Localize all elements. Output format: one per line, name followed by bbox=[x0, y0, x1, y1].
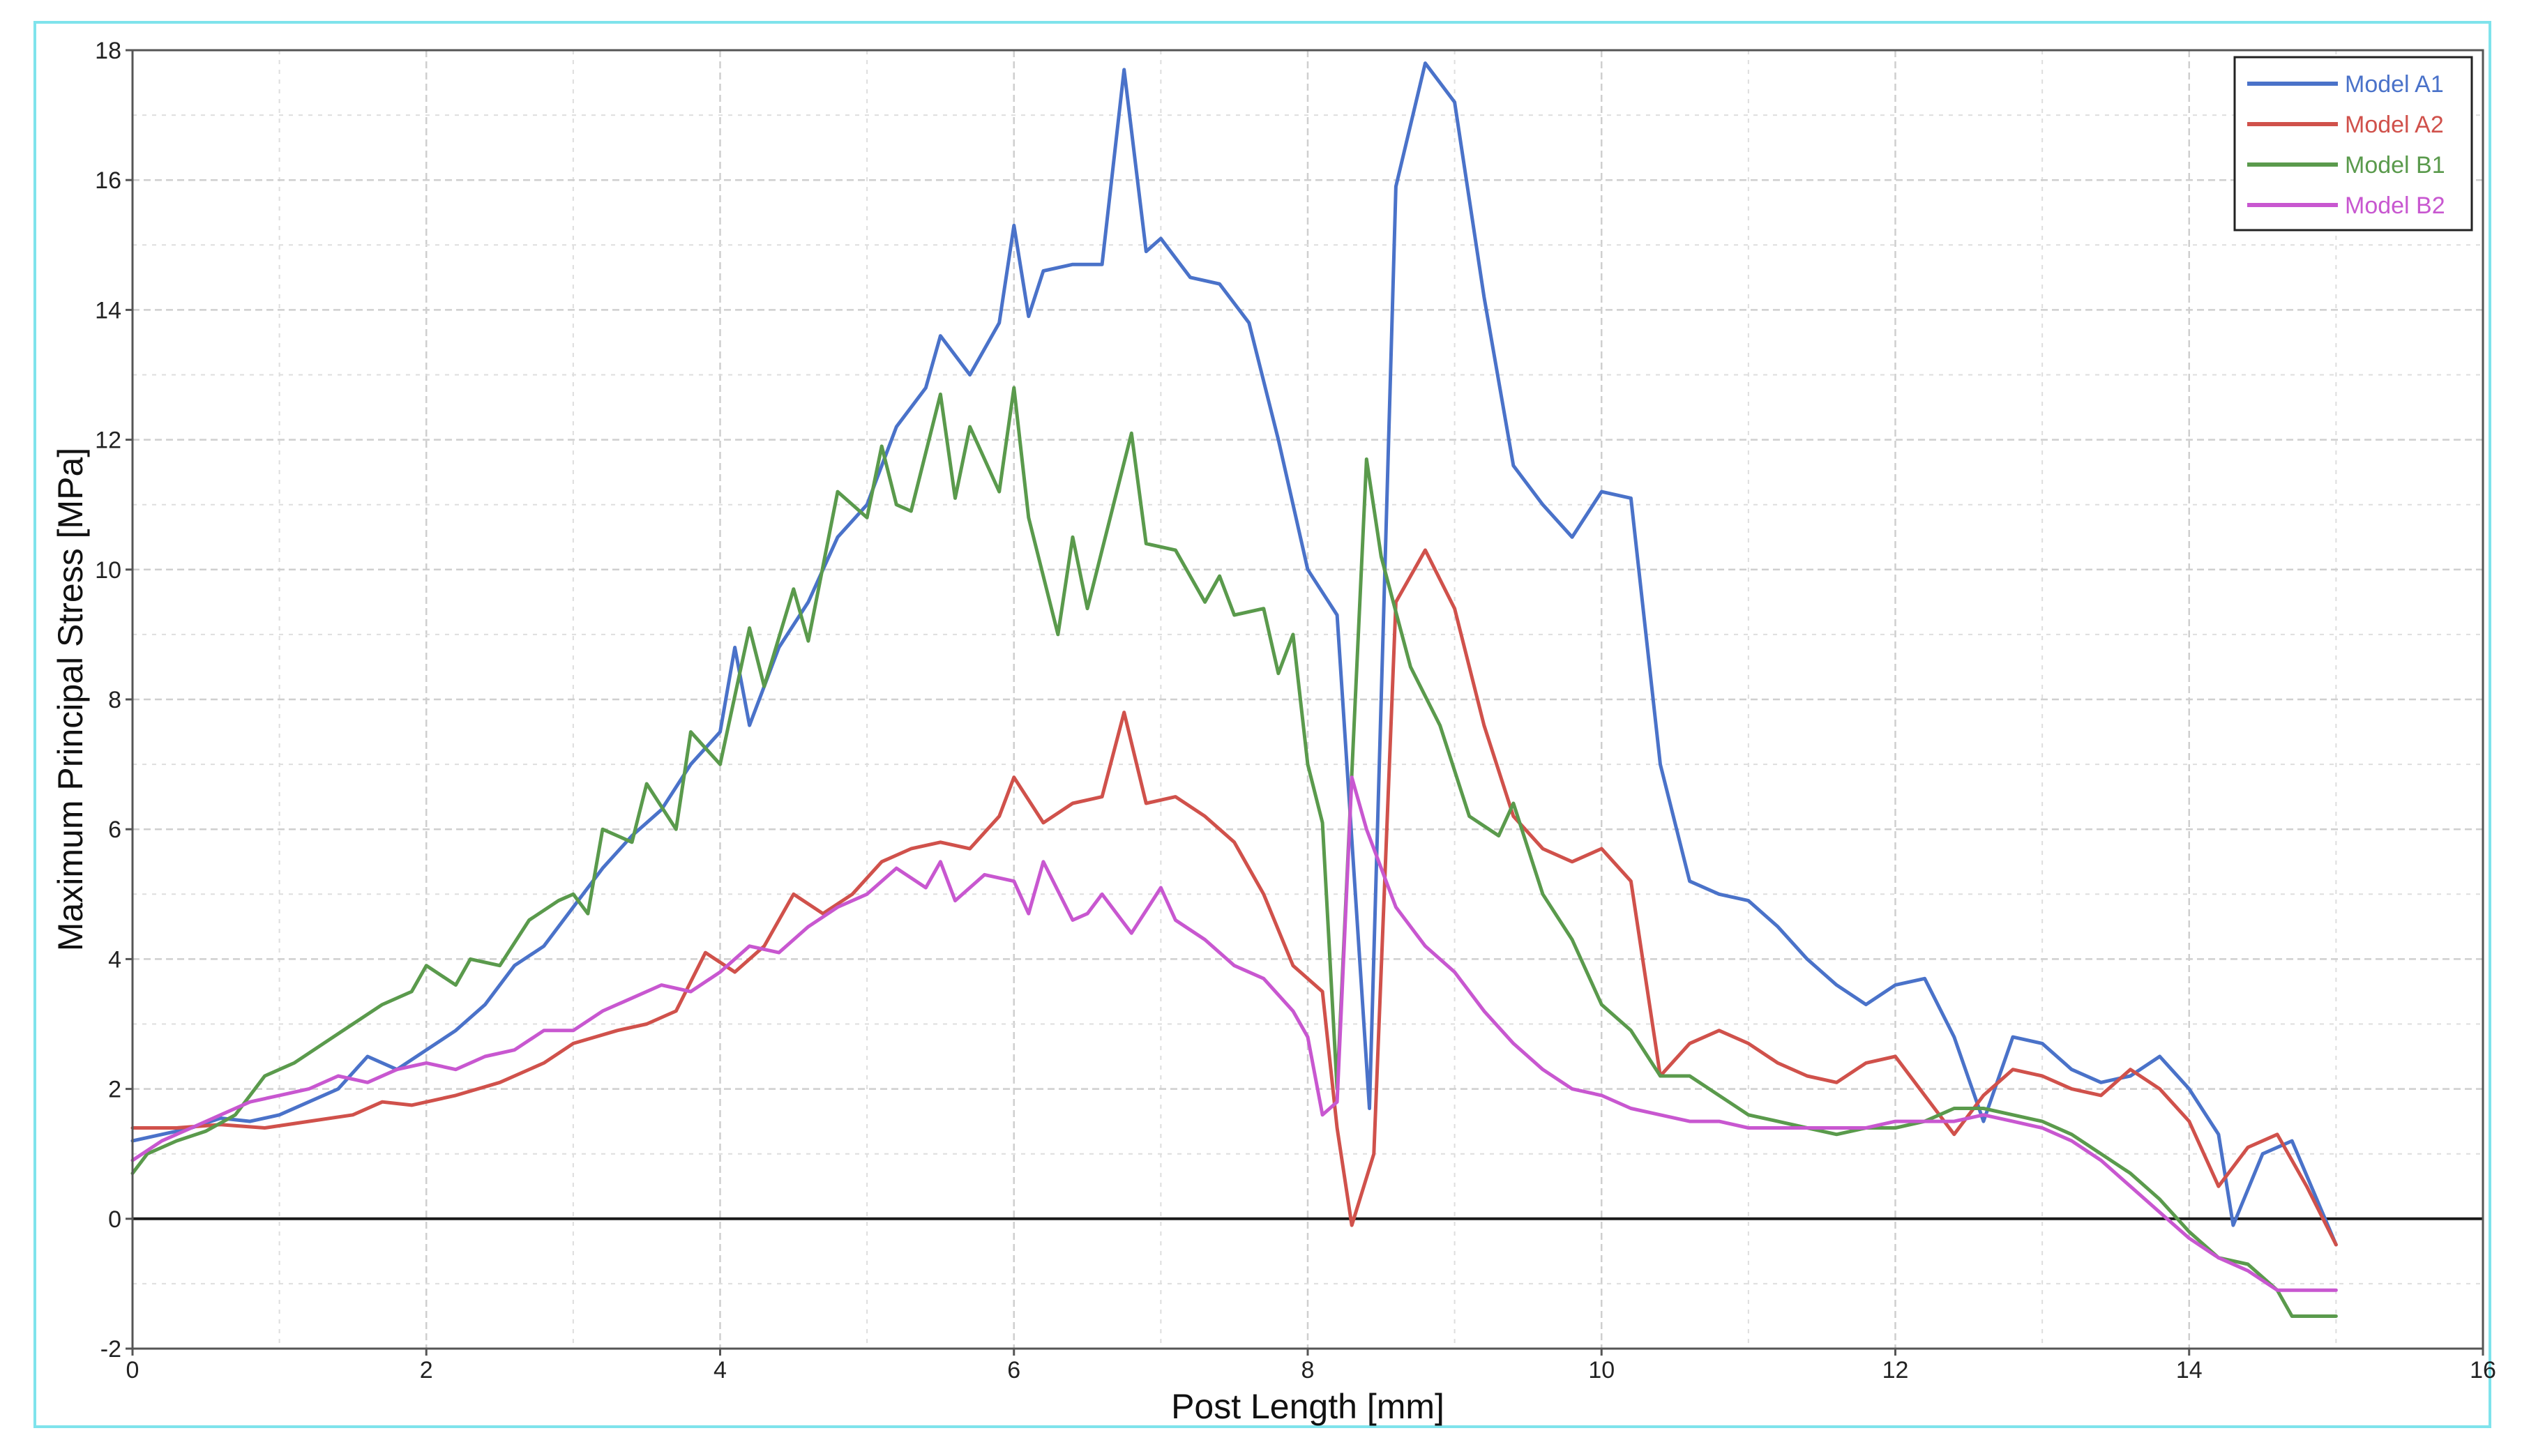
legend-label: Model B1 bbox=[2345, 152, 2445, 179]
series-line-model-a1 bbox=[130, 61, 2338, 1247]
legend-box bbox=[2233, 56, 2473, 232]
y-tick-label: 14 bbox=[95, 297, 121, 324]
series-line-model-b2 bbox=[130, 775, 2338, 1292]
x-tick-label: 4 bbox=[713, 1357, 727, 1383]
series-layer bbox=[130, 61, 2338, 1318]
y-tick-label: 10 bbox=[95, 557, 121, 584]
y-tick-label: 8 bbox=[108, 687, 121, 713]
x-tick-label: 10 bbox=[1588, 1357, 1615, 1383]
x-axis-title: Post Length [mm] bbox=[1171, 1387, 1444, 1426]
x-tick-label: 6 bbox=[1007, 1357, 1020, 1383]
x-tick-label: 8 bbox=[1301, 1357, 1315, 1383]
legend-label: Model A2 bbox=[2345, 112, 2444, 138]
x-tick-label: 0 bbox=[126, 1357, 139, 1383]
y-tick-label: 4 bbox=[108, 946, 121, 973]
y-tick-label: -2 bbox=[100, 1336, 121, 1363]
x-tick-label: 12 bbox=[1882, 1357, 1909, 1383]
y-tick-label: 6 bbox=[108, 817, 121, 843]
legend-label: Model B2 bbox=[2345, 192, 2445, 219]
series-line-model-a2 bbox=[130, 548, 2338, 1247]
legend[interactable]: Model A1 Model A2 Model B1 Model B2 bbox=[2233, 56, 2473, 232]
chart-frame bbox=[33, 21, 2491, 1428]
x-tick-label: 2 bbox=[420, 1357, 433, 1383]
y-tick-label: 12 bbox=[95, 427, 121, 454]
legend-items: Model A1 Model A2 Model B1 Model B2 bbox=[2247, 71, 2445, 219]
legend-label: Model A1 bbox=[2345, 71, 2444, 98]
y-tick-label: 18 bbox=[95, 38, 121, 64]
x-tick-label: 14 bbox=[2176, 1357, 2203, 1383]
grid bbox=[131, 49, 2484, 1350]
series-line-model-b1 bbox=[130, 386, 2338, 1318]
y-tick-label: 0 bbox=[108, 1206, 121, 1233]
y-axis-title: Maximum Principal Stress [MPa] bbox=[51, 448, 90, 951]
y-tick-label: 2 bbox=[108, 1077, 121, 1103]
x-tick-label: 16 bbox=[2470, 1357, 2496, 1383]
y-tick-label: 16 bbox=[95, 167, 121, 194]
